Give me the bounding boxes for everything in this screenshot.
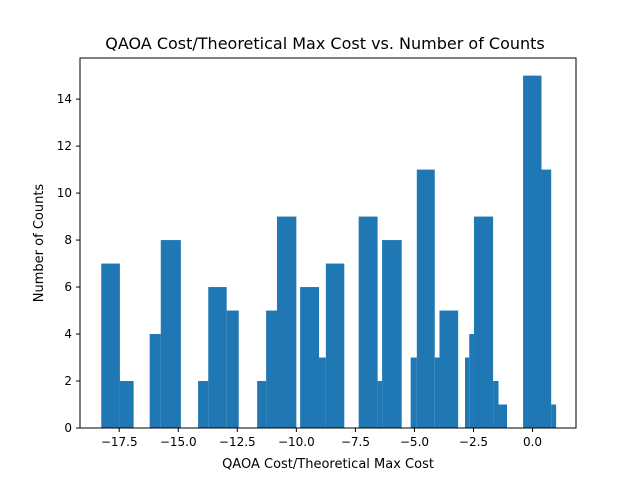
chart-title: QAOA Cost/Theoretical Max Cost vs. Numbe… bbox=[105, 34, 545, 53]
histogram-bar bbox=[325, 263, 345, 428]
histogram-bar bbox=[377, 381, 383, 428]
histogram-bar bbox=[101, 263, 120, 428]
histogram-bar bbox=[266, 310, 277, 428]
histogram-bar bbox=[358, 216, 378, 428]
histogram-bar bbox=[198, 381, 209, 428]
histogram-bar bbox=[300, 287, 320, 428]
histogram-bar bbox=[473, 216, 494, 428]
bars-layer bbox=[101, 75, 557, 429]
x-axis-label: QAOA Cost/Theoretical Max Cost bbox=[222, 457, 434, 472]
axes-layer bbox=[79, 57, 577, 429]
histogram-bar bbox=[498, 404, 508, 428]
histogram-bar bbox=[416, 169, 435, 428]
y-tick-label: 8 bbox=[64, 233, 72, 247]
histogram-bar bbox=[551, 404, 557, 428]
histogram-bar bbox=[149, 334, 161, 428]
histogram-bar bbox=[319, 357, 326, 428]
x-tick-label: −7.5 bbox=[341, 435, 370, 449]
y-tick-label: 4 bbox=[64, 327, 72, 341]
histogram-bar bbox=[160, 240, 181, 428]
x-tick-label: −17.5 bbox=[101, 435, 138, 449]
histogram-bar bbox=[410, 357, 417, 428]
histogram-bar bbox=[469, 334, 474, 428]
histogram-bar bbox=[382, 240, 402, 428]
histogram-bar bbox=[541, 169, 552, 428]
histogram-bar bbox=[464, 357, 470, 428]
y-tick-label: 6 bbox=[64, 280, 72, 294]
histogram-bar bbox=[434, 357, 440, 428]
y-axis-label: Number of Counts bbox=[32, 184, 47, 303]
histogram-bar bbox=[119, 381, 134, 428]
histogram-bar bbox=[493, 381, 499, 428]
histogram-bar bbox=[523, 75, 542, 429]
x-tick-label: −10.0 bbox=[278, 435, 315, 449]
x-tick-label: −5.0 bbox=[400, 435, 429, 449]
plot-frame bbox=[79, 57, 577, 429]
histogram-bar bbox=[257, 381, 267, 428]
x-tick-label: −15.0 bbox=[160, 435, 197, 449]
histogram-bar bbox=[208, 287, 227, 428]
y-tick-label: 0 bbox=[64, 421, 72, 435]
histogram-bar bbox=[226, 310, 239, 428]
y-tick-label: 2 bbox=[64, 374, 72, 388]
y-axis-ticks: 0 2 4 6 8 10 12 14 bbox=[57, 92, 80, 435]
histogram-bar bbox=[439, 310, 459, 428]
y-tick-label: 14 bbox=[57, 92, 72, 106]
y-tick-label: 12 bbox=[57, 139, 72, 153]
x-tick-label: −2.5 bbox=[459, 435, 488, 449]
y-tick-label: 10 bbox=[57, 186, 72, 200]
x-axis-ticks: −17.5 −15.0 −12.5 −10.0 −7.5 −5.0 −2.5 0.0 bbox=[101, 428, 542, 449]
histogram-bar bbox=[276, 216, 297, 428]
x-tick-label: −12.5 bbox=[219, 435, 256, 449]
x-tick-label: 0.0 bbox=[523, 435, 542, 449]
